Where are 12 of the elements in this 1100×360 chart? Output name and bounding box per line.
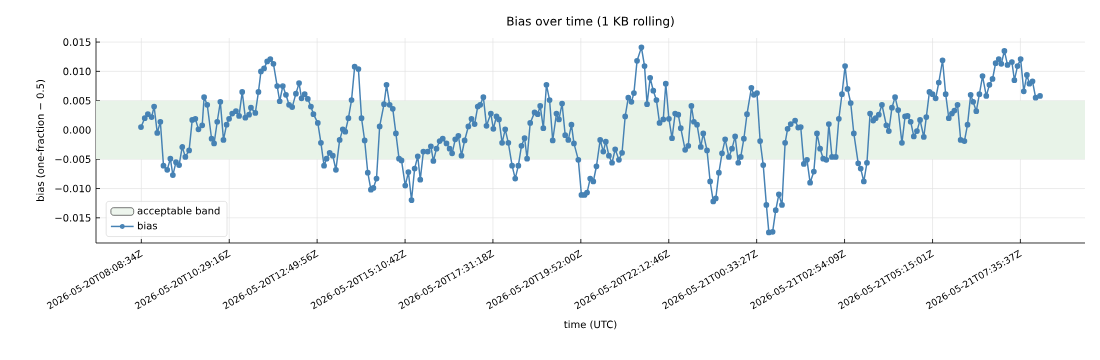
y-tick-label: −0.015 — [55, 214, 91, 222]
y-tick-label: −0.010 — [55, 184, 91, 193]
y-tick-label: 0.005 — [63, 96, 91, 105]
y-axis-title: bias (one-fraction − 0.5) — [36, 80, 46, 201]
y-tick-label: 0.015 — [63, 38, 91, 46]
y-tick-label: −0.005 — [55, 155, 91, 164]
x-axis-title: time (UTC) — [564, 320, 617, 330]
chart-title: Bias over time (1 KB rolling) — [507, 16, 674, 28]
y-tick-label: 0.010 — [63, 67, 91, 76]
y-tick-label: 0.000 — [63, 126, 91, 134]
legend-label: acceptable band — [137, 206, 220, 217]
legend-label: bias — [137, 221, 158, 230]
